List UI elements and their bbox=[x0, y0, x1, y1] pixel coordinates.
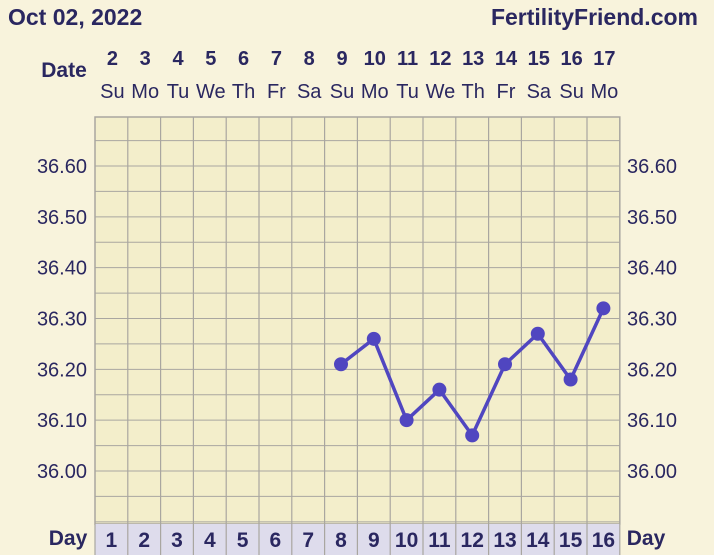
day-number: 1 bbox=[106, 529, 118, 552]
y-tick-left: 36.50 bbox=[37, 207, 87, 229]
temperature-point bbox=[498, 357, 512, 372]
weekday-label: Mo bbox=[361, 81, 389, 103]
day-number: 8 bbox=[335, 529, 347, 552]
site-name: FertilityFriend.com bbox=[490, 4, 698, 30]
date-number: 9 bbox=[336, 48, 347, 70]
date-number: 15 bbox=[528, 48, 550, 70]
vertical-gridlines bbox=[127, 117, 588, 524]
y-tick-left: 36.30 bbox=[37, 309, 87, 331]
weekday-label: Su bbox=[559, 81, 583, 103]
temperature-point bbox=[334, 357, 348, 372]
date-number: 16 bbox=[560, 48, 582, 70]
y-tick-left: 36.60 bbox=[37, 156, 87, 178]
y-tick-left: 36.20 bbox=[37, 359, 87, 381]
y-tick-right: 36.60 bbox=[627, 156, 677, 178]
day-number: 11 bbox=[428, 529, 451, 552]
weekday-label: Fr bbox=[497, 81, 516, 103]
weekday-label: Tu bbox=[167, 81, 190, 103]
y-tick-left: 36.00 bbox=[37, 461, 87, 483]
weekday-label: Sa bbox=[297, 81, 322, 103]
y-tick-left: 36.10 bbox=[37, 410, 87, 432]
date-number: 6 bbox=[238, 48, 249, 70]
date-number: 17 bbox=[593, 48, 615, 70]
day-row-label-left: Day bbox=[49, 527, 88, 550]
weekday-label: Th bbox=[232, 81, 255, 103]
day-number: 13 bbox=[493, 529, 516, 552]
weekday-label: Tu bbox=[396, 81, 419, 103]
temperature-point bbox=[432, 382, 447, 397]
y-tick-right: 36.00 bbox=[627, 461, 677, 483]
weekday-label: We bbox=[426, 81, 456, 103]
day-number: 6 bbox=[270, 529, 282, 552]
day-number: 5 bbox=[237, 529, 249, 552]
weekday-label: Mo bbox=[591, 81, 619, 103]
y-tick-right: 36.40 bbox=[627, 258, 677, 280]
temperature-point bbox=[530, 326, 545, 341]
day-number: 10 bbox=[395, 529, 418, 552]
chart-date-title: Oct 02, 2022 bbox=[8, 4, 143, 30]
temperature-point bbox=[465, 428, 480, 443]
y-tick-right: 36.50 bbox=[627, 207, 677, 229]
date-number: 14 bbox=[495, 48, 518, 70]
date-number: 2 bbox=[107, 48, 118, 70]
day-number: 4 bbox=[204, 529, 216, 552]
y-tick-right: 36.30 bbox=[627, 309, 677, 331]
date-number: 8 bbox=[304, 48, 315, 70]
weekday-label: Fr bbox=[267, 81, 286, 103]
weekday-label: Mo bbox=[131, 81, 159, 103]
date-number: 3 bbox=[140, 48, 151, 70]
y-tick-left: 36.40 bbox=[37, 258, 87, 280]
day-number: 9 bbox=[368, 529, 380, 552]
date-number: 13 bbox=[462, 48, 484, 70]
temperature-point bbox=[399, 413, 414, 428]
weekday-label: Su bbox=[330, 81, 354, 103]
y-tick-right: 36.10 bbox=[627, 410, 677, 432]
date-number: 5 bbox=[205, 48, 216, 70]
date-number: 7 bbox=[271, 48, 282, 70]
date-number: 4 bbox=[172, 48, 184, 70]
weekday-label: Th bbox=[462, 81, 485, 103]
day-number: 14 bbox=[526, 529, 550, 552]
weekday-label: Sa bbox=[527, 81, 552, 103]
weekday-label: We bbox=[196, 81, 226, 103]
date-number: 11 bbox=[397, 48, 418, 70]
date-row-label: Date bbox=[41, 59, 87, 82]
day-number: 12 bbox=[461, 529, 484, 552]
temperature-point bbox=[563, 372, 578, 387]
temperature-point bbox=[596, 301, 611, 316]
day-number: 16 bbox=[592, 529, 615, 552]
day-number: 15 bbox=[559, 529, 583, 552]
day-row-label-right: Day bbox=[627, 527, 666, 550]
date-number: 10 bbox=[364, 48, 386, 70]
y-tick-right: 36.20 bbox=[627, 359, 677, 381]
day-number: 7 bbox=[302, 529, 314, 552]
day-number: 3 bbox=[171, 529, 183, 552]
day-number: 2 bbox=[138, 529, 150, 552]
temperature-point bbox=[366, 331, 381, 346]
date-number: 12 bbox=[429, 48, 451, 70]
weekday-label: Su bbox=[100, 81, 124, 103]
